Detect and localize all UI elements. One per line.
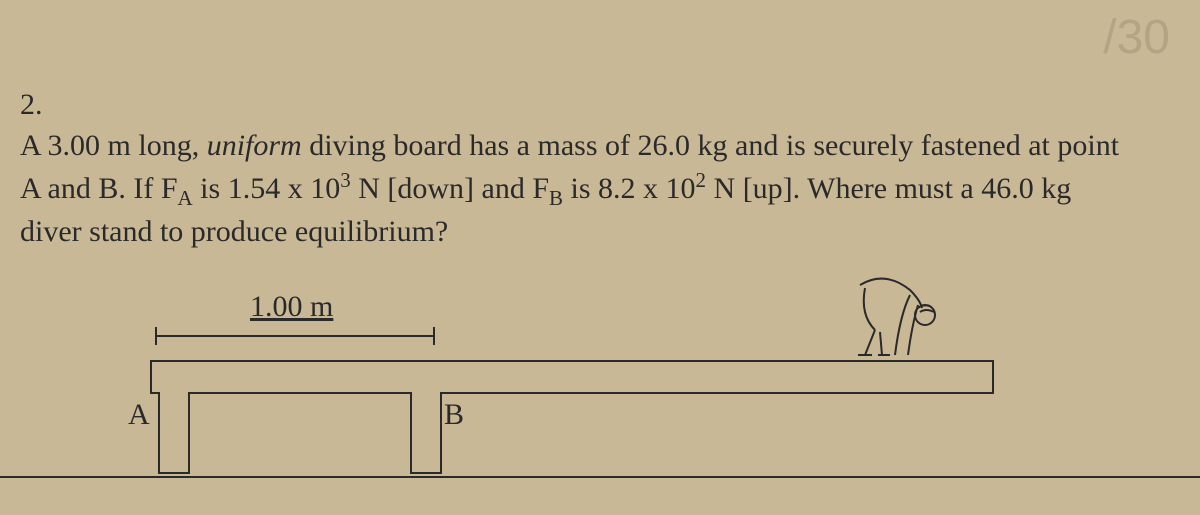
page: /30 2. A 3.00 m long, uniform diving boa… — [0, 0, 1200, 515]
fa-val: 1.54 x 10 — [228, 172, 341, 205]
dim-tick-right — [433, 327, 435, 345]
problem-number: 2. — [20, 85, 55, 126]
fa-exp: 3 — [340, 168, 351, 192]
label-b: B — [444, 398, 464, 432]
ground-line — [0, 476, 1200, 478]
t7: N [up]. Where must a — [706, 172, 981, 205]
problem-body: A 3.00 m long, uniform diving board has … — [20, 126, 1140, 253]
diving-board — [150, 360, 994, 394]
t6: is — [563, 172, 598, 205]
t8: diver stand to produce equilibrium? — [20, 215, 448, 248]
t2: diving board has a mass of — [302, 129, 638, 162]
diagram: 1.00 m A B — [120, 280, 1000, 490]
problem-text: 2. A 3.00 m long, uniform diving board h… — [0, 85, 1170, 253]
sub-b: B — [549, 186, 563, 210]
uniform-word: uniform — [207, 129, 302, 162]
t1b: long, — [131, 129, 207, 162]
dimension-label: 1.00 m — [250, 290, 333, 324]
support-a — [158, 392, 190, 474]
t5: N [down] and F — [351, 172, 549, 205]
score-watermark: /30 — [1103, 10, 1170, 65]
t4: is — [193, 172, 228, 205]
t1: A — [20, 129, 48, 162]
diver-mass: 46.0 kg — [981, 172, 1071, 205]
diver-icon — [840, 260, 950, 360]
fb-val: 8.2 x 10 — [598, 172, 696, 205]
length: 3.00 m — [48, 129, 131, 162]
label-a: A — [128, 398, 150, 432]
board-mass: 26.0 kg — [638, 129, 728, 162]
dimension-line — [155, 335, 435, 337]
sub-a: A — [178, 186, 193, 210]
fb-exp: 2 — [696, 168, 707, 192]
support-b — [410, 392, 442, 474]
